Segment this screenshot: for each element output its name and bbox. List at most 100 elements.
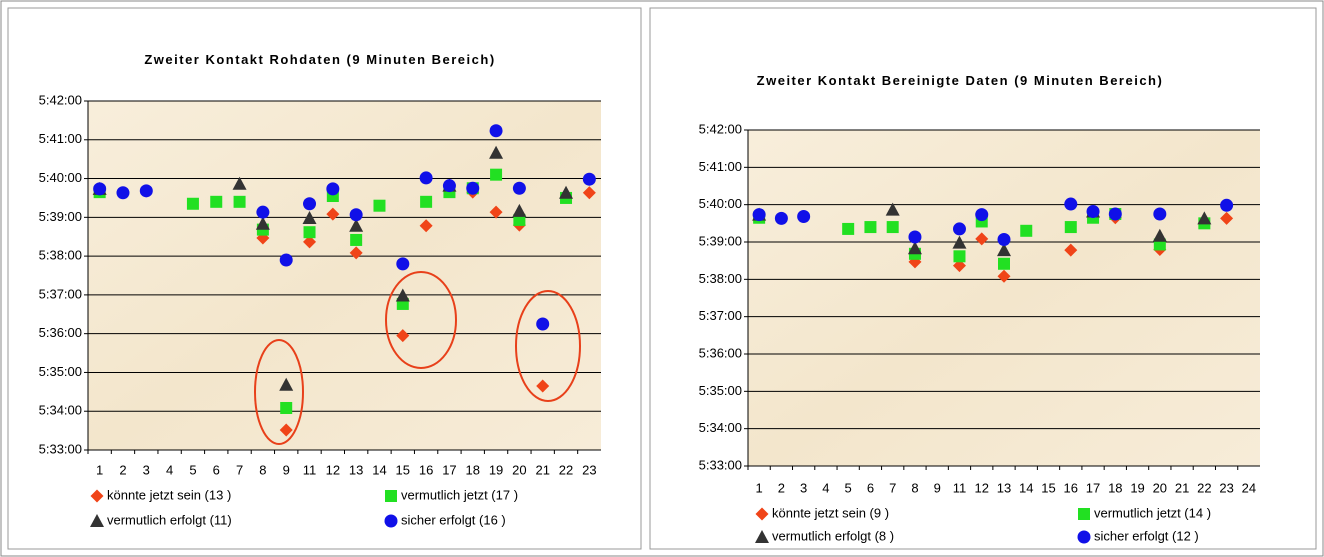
- y-tick-label: 5:35:00: [39, 364, 82, 379]
- x-tick-label: 5: [189, 462, 196, 477]
- y-tick-label: 5:40:00: [39, 170, 82, 185]
- marker: [885, 202, 900, 216]
- marker: [396, 329, 410, 343]
- y-tick-label: 5:39:00: [699, 233, 742, 248]
- x-tick-label: 1: [96, 462, 103, 477]
- marker: [1020, 224, 1033, 237]
- chart-title: Zweiter Kontakt Rohdaten (9 Minuten Bere…: [144, 52, 496, 67]
- y-tick-label: 5:41:00: [39, 131, 82, 146]
- marker: [886, 221, 899, 234]
- legend-label: sicher erfolgt (12 ): [1094, 528, 1199, 543]
- marker: [350, 233, 363, 246]
- marker: [303, 235, 317, 249]
- x-tick-label: 11: [303, 462, 317, 477]
- marker: [186, 197, 199, 210]
- x-tick-label: 18: [466, 462, 480, 477]
- marker: [952, 222, 966, 236]
- marker: [396, 257, 410, 271]
- x-tick-label: 22: [1197, 480, 1211, 495]
- marker: [90, 489, 104, 503]
- x-tick-label: 4: [166, 462, 173, 477]
- highlight-ellipse: [385, 271, 457, 369]
- marker: [279, 377, 294, 391]
- marker: [512, 181, 526, 195]
- marker: [489, 145, 504, 159]
- marker: [997, 269, 1011, 283]
- marker: [279, 253, 293, 267]
- x-tick-label: 24: [1242, 480, 1256, 495]
- legend-label: vermutlich erfolgt (11): [107, 512, 232, 527]
- marker: [755, 530, 769, 543]
- x-tick-label: 19: [1130, 480, 1144, 495]
- x-tick-label: 19: [489, 462, 503, 477]
- marker: [326, 182, 340, 196]
- x-tick-label: 18: [1108, 480, 1122, 495]
- marker: [373, 199, 386, 212]
- marker: [349, 246, 363, 260]
- marker: [384, 514, 398, 528]
- y-tick-label: 5:39:00: [39, 209, 82, 224]
- x-tick-label: 4: [822, 480, 829, 495]
- y-tick-label: 5:42:00: [39, 92, 82, 107]
- y-tick-label: 5:37:00: [39, 286, 82, 301]
- x-tick-label: 17: [1086, 480, 1100, 495]
- marker: [139, 184, 153, 198]
- marker: [326, 207, 340, 221]
- highlight-ellipse: [515, 290, 581, 402]
- marker: [256, 205, 270, 219]
- x-tick-label: 3: [800, 480, 807, 495]
- marker: [512, 203, 527, 217]
- marker: [419, 171, 433, 185]
- y-tick-label: 5:33:00: [699, 457, 742, 472]
- x-tick-label: 15: [1041, 480, 1055, 495]
- x-tick-label: 16: [419, 462, 433, 477]
- marker: [232, 176, 247, 190]
- x-tick-label: 2: [778, 480, 785, 495]
- y-tick-label: 5:36:00: [39, 325, 82, 340]
- marker: [1153, 207, 1167, 221]
- x-tick-label: 21: [535, 462, 549, 477]
- marker: [93, 182, 107, 196]
- legend-label: sicher erfolgt (16 ): [401, 512, 506, 527]
- marker: [1220, 198, 1234, 212]
- marker: [255, 216, 270, 230]
- plot-area: [748, 130, 1260, 466]
- marker: [908, 230, 922, 244]
- y-tick-label: 5:38:00: [39, 248, 82, 263]
- x-tick-label: 12: [326, 462, 340, 477]
- y-tick-label: 5:36:00: [699, 345, 742, 360]
- y-tick-label: 5:40:00: [699, 196, 742, 211]
- marker: [395, 288, 410, 302]
- x-tick-label: 14: [372, 462, 386, 477]
- marker: [513, 213, 526, 226]
- marker: [907, 241, 922, 255]
- marker: [420, 195, 433, 208]
- legend-label: vermutlich erfolgt (8 ): [772, 528, 894, 543]
- x-tick-label: 9: [283, 462, 290, 477]
- marker: [952, 259, 966, 273]
- marker: [752, 208, 766, 222]
- x-tick-label: 15: [396, 462, 410, 477]
- x-tick-label: 17: [442, 462, 456, 477]
- marker: [864, 221, 877, 234]
- marker: [997, 233, 1011, 247]
- marker: [1220, 211, 1234, 225]
- x-tick-label: 16: [1064, 480, 1078, 495]
- marker: [952, 235, 967, 249]
- x-tick-label: 8: [911, 480, 918, 495]
- y-tick-label: 5:37:00: [699, 308, 742, 323]
- x-tick-label: 21: [1175, 480, 1189, 495]
- marks: 5:33:00 5:34:00 5:35:00 5:36:00 5:37:00 5:38:…: [39, 92, 1260, 544]
- x-tick-label: 7: [236, 462, 243, 477]
- marker: [489, 124, 503, 138]
- marker: [774, 211, 788, 225]
- marker: [559, 185, 574, 199]
- y-tick-label: 5:34:00: [39, 403, 82, 418]
- marker: [1108, 207, 1122, 221]
- marker: [582, 186, 596, 200]
- marker: [975, 232, 989, 246]
- marker: [466, 181, 480, 195]
- highlight-ellipse: [254, 339, 304, 445]
- x-tick-label: 5: [845, 480, 852, 495]
